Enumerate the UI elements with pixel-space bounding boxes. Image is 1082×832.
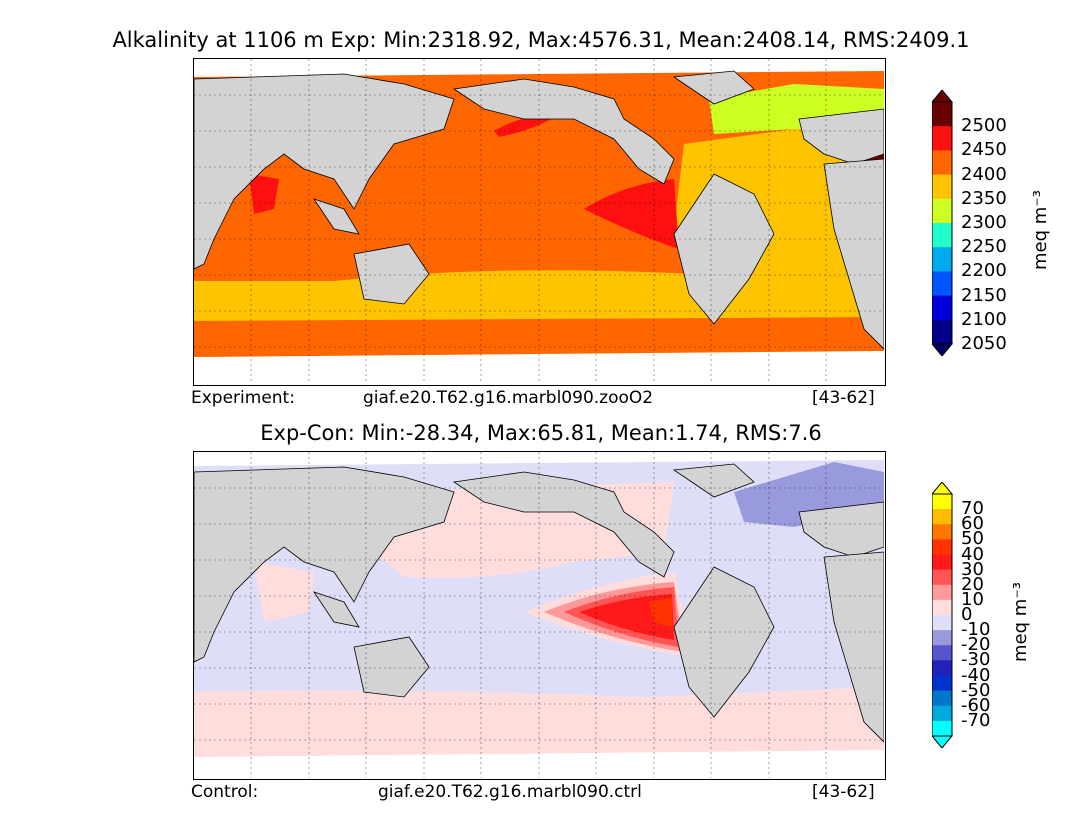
bottom-colorbar-swatch — [932, 660, 952, 676]
bottom-footer-label: Control: — [191, 782, 259, 802]
bottom-colorbar-tick-label: 0 — [961, 604, 973, 625]
top-colorbar-tick-label: 2450 — [961, 139, 1007, 161]
bottom-colorbar-tick-label: -60 — [961, 694, 991, 716]
top-colorbar-swatch — [932, 271, 952, 297]
bottom-colorbar-units: meq m⁻³ — [1010, 581, 1031, 662]
top-colorbar-swatch — [932, 150, 952, 176]
top-colorbar-swatch — [932, 319, 952, 345]
bottom-title: Exp-Con: Min:-28.34, Max:65.81, Mean:1.7… — [260, 421, 822, 445]
bottom-colorbar-tick-label: -70 — [961, 709, 991, 731]
bottom-colorbar-swatch — [932, 554, 952, 571]
top-colorbar-swatch — [932, 247, 952, 272]
top-colorbar-tick-label: 2150 — [961, 284, 1007, 306]
top-colorbar-tick-label: 2400 — [961, 163, 1007, 185]
bottom-colorbar-tick-label: 10 — [961, 588, 984, 610]
top-footer-years: [43-62] — [812, 388, 875, 408]
bottom-footer-case: giaf.e20.T62.g16.marbl090.ctrl — [378, 782, 642, 802]
bottom-colorbar-tick-label: -20 — [961, 634, 991, 656]
bottom-colorbar-swatch — [932, 690, 952, 707]
bottom-colorbar-swatch — [932, 494, 952, 510]
top-colorbar-swatch — [932, 102, 952, 127]
bottom-colorbar-tick-label: 60 — [961, 513, 984, 535]
bottom-colorbar-swatch — [932, 630, 952, 646]
bottom-colorbar-swatch — [932, 705, 952, 722]
top-colorbar-tick-label: 2350 — [961, 187, 1007, 209]
top-colorbar-swatch — [932, 223, 952, 248]
bottom-colorbar-swatch — [932, 675, 952, 692]
bottom-colorbar-tick-label: -40 — [961, 664, 991, 686]
top-colorbar-under-triangle — [930, 343, 954, 357]
top-colorbar-over-triangle — [930, 89, 954, 103]
bottom-colorbar — [930, 481, 956, 752]
bottom-colorbar-tick-label: -50 — [961, 679, 991, 701]
bottom-colorbar-tick-label: -30 — [961, 649, 991, 671]
alkalinity-map — [193, 58, 886, 386]
bottom-colorbar-tick-label: 30 — [961, 558, 984, 580]
bottom-colorbar-swatch — [932, 539, 952, 555]
bottom-colorbar-over-triangle — [930, 481, 954, 495]
bottom-colorbar-tick-label: 20 — [961, 573, 984, 595]
difference-map — [193, 451, 886, 780]
top-colorbar-swatch — [932, 126, 952, 151]
top-colorbar-tick-label: 2250 — [961, 236, 1007, 258]
top-colorbar-tick-label: 2300 — [961, 212, 1007, 233]
top-footer-case: giaf.e20.T62.g16.marbl090.zooO2 — [363, 388, 654, 408]
top-colorbar-tick-label: 2050 — [961, 333, 1007, 354]
top-colorbar-swatch — [932, 198, 952, 224]
bottom-colorbar-under-triangle — [930, 735, 954, 749]
top-colorbar — [930, 89, 956, 360]
top-colorbar-units: meq m⁻³ — [1030, 189, 1051, 270]
bottom-colorbar-swatch — [932, 615, 952, 631]
top-title: Alkalinity at 1106 m Exp: Min:2318.92, M… — [112, 28, 970, 52]
top-colorbar-swatch — [932, 295, 952, 321]
bottom-colorbar-swatch — [932, 524, 952, 540]
bottom-colorbar-swatch — [932, 720, 952, 737]
top-colorbar-tick-label: 2200 — [961, 260, 1007, 282]
bottom-colorbar-swatch — [932, 599, 952, 616]
top-colorbar-tick-label: 2100 — [961, 308, 1007, 330]
bottom-colorbar-tick-label: 50 — [961, 528, 984, 550]
bottom-colorbar-tick-label: 70 — [961, 498, 984, 520]
top-colorbar-tick-label: 2500 — [961, 115, 1007, 137]
bottom-colorbar-tick-label: -10 — [961, 619, 991, 641]
bottom-footer-years: [43-62] — [812, 782, 875, 802]
bottom-colorbar-tick-label: 40 — [961, 543, 984, 565]
bottom-colorbar-swatch — [932, 509, 952, 525]
top-colorbar-swatch — [932, 174, 952, 200]
bottom-colorbar-swatch — [932, 584, 952, 601]
bottom-colorbar-swatch — [932, 569, 952, 586]
top-footer-label: Experiment: — [191, 388, 295, 408]
bottom-colorbar-swatch — [932, 645, 952, 661]
